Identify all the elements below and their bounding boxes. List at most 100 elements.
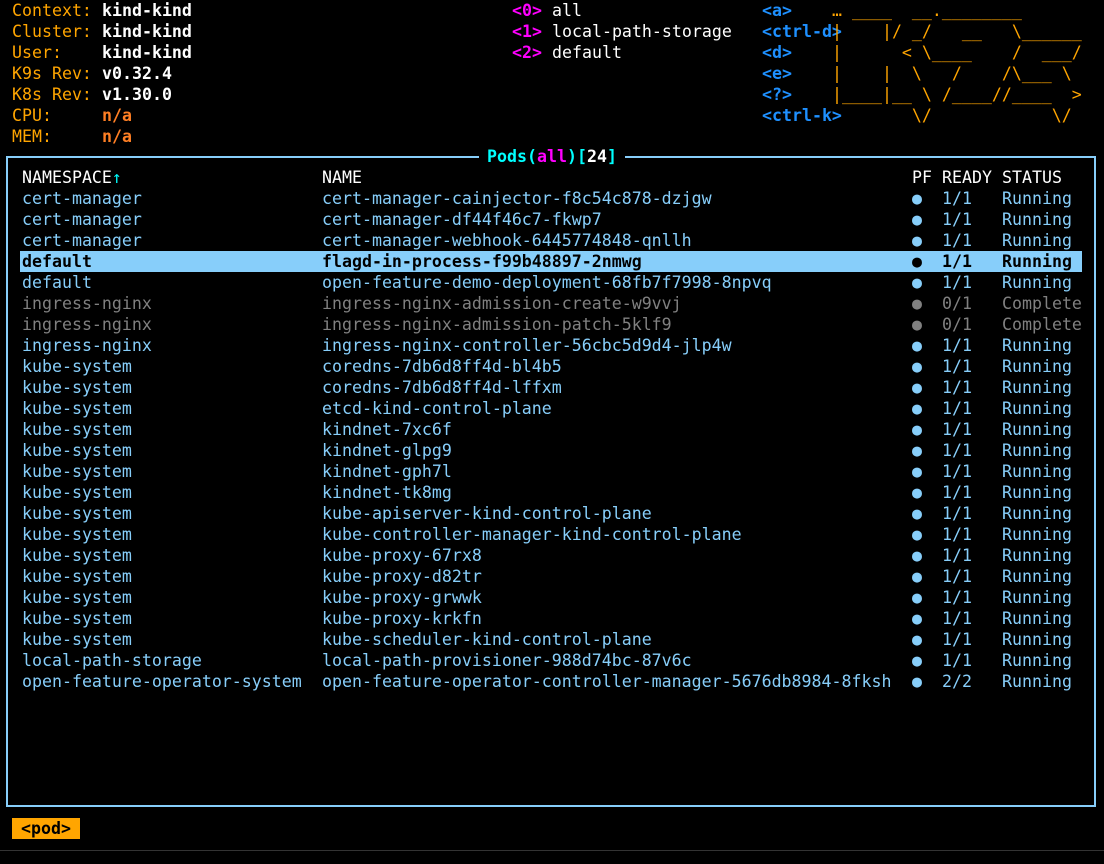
cell-pf: ● <box>912 462 922 481</box>
namespace-item[interactable]: local-path-storage <box>552 22 732 41</box>
table-header: NAMESPACE↑ NAME PF READY STATUS <box>20 167 1082 188</box>
info-value: kind-kind <box>102 43 192 62</box>
table-row[interactable]: ingress-nginx ingress-nginx-admission-cre… <box>20 293 1082 314</box>
table-row[interactable]: kube-system kindnet-glpg9 ● 1/1 Running <box>20 440 1082 461</box>
table-row[interactable]: ingress-nginx ingress-nginx-controller-56… <box>20 335 1082 356</box>
namespace-key[interactable]: <0> <box>512 1 542 20</box>
table-row[interactable]: kube-system kube-proxy-krkfn ● 1/1 Running <box>20 608 1082 629</box>
cell-status: Running <box>1002 357 1072 376</box>
cell-pf: ● <box>912 651 922 670</box>
header-name[interactable]: NAME <box>322 168 362 187</box>
cell-name: flagd-in-process-f99b48897-2nmwg <box>322 252 642 271</box>
table-row[interactable]: kube-system kube-scheduler-kind-control-p… <box>20 629 1082 650</box>
cell-status: Complete <box>1002 315 1082 334</box>
cell-ready: 1/1 <box>942 273 972 292</box>
cell-name: kindnet-tk8mg <box>322 483 452 502</box>
cell-name: kube-proxy-grwwk <box>322 588 482 607</box>
cell-ready: 1/1 <box>942 252 972 271</box>
table-row[interactable]: kube-system kindnet-7xc6f ● 1/1 Running <box>20 419 1082 440</box>
divider <box>0 850 1104 851</box>
hotkey[interactable]: <a> <box>762 1 792 20</box>
hotkey[interactable]: <e> <box>762 64 792 83</box>
cell-status: Running <box>1002 588 1072 607</box>
table-row[interactable]: kube-system etcd-kind-control-plane ● 1/1 Ru… <box>20 398 1082 419</box>
table-row[interactable]: ingress-nginx ingress-nginx-admission-pat… <box>20 314 1082 335</box>
cell-namespace: kube-system <box>22 420 132 439</box>
cell-name: ingress-nginx-controller-56cbc5d9d4-jlp4… <box>322 336 732 355</box>
table-row[interactable]: default open-feature-demo-deployment-68fb… <box>20 272 1082 293</box>
header-namespace[interactable]: NAMESPACE↑ <box>22 168 122 187</box>
cell-name: kindnet-gph7l <box>322 462 452 481</box>
table-row[interactable]: kube-system kindnet-gph7l ● 1/1 Running <box>20 461 1082 482</box>
cell-status: Running <box>1002 399 1072 418</box>
table-row[interactable]: cert-manager cert-manager-cainjector-f8c5… <box>20 188 1082 209</box>
table-row[interactable]: kube-system kindnet-tk8mg ● 1/1 Running <box>20 482 1082 503</box>
table-title: Pods(all)[24] <box>0 146 1104 167</box>
table-row[interactable]: local-path-storage local-path-provisioner… <box>20 650 1082 671</box>
cell-status: Running <box>1002 273 1072 292</box>
cell-status: Running <box>1002 441 1072 460</box>
header-ready[interactable]: READY <box>942 168 992 187</box>
cell-pf: ● <box>912 567 922 586</box>
cell-namespace: cert-manager <box>22 189 142 208</box>
table-row[interactable]: default flagd-in-process-f99b48897-2nmwg ●… <box>20 251 1082 272</box>
logo-line: | |/ _/ __ \______ <box>832 22 1082 41</box>
info-value: v1.30.0 <box>102 85 172 104</box>
cell-namespace: cert-manager <box>22 231 142 250</box>
table-row[interactable]: cert-manager cert-manager-df44f46c7-fkwp7… <box>20 209 1082 230</box>
cell-name: kube-scheduler-kind-control-plane <box>322 630 652 649</box>
cell-status: Complete <box>1002 294 1082 313</box>
cell-ready: 1/1 <box>942 588 972 607</box>
table-row[interactable]: open-feature-operator-system open-feature… <box>20 671 1082 692</box>
table-row[interactable]: cert-manager cert-manager-webhook-6445774… <box>20 230 1082 251</box>
cell-name: cert-manager-df44f46c7-fkwp7 <box>322 210 602 229</box>
namespace-key[interactable]: <1> <box>512 22 542 41</box>
cell-pf: ● <box>912 210 922 229</box>
namespace-key[interactable]: <2> <box>512 43 542 62</box>
cell-status: Running <box>1002 672 1072 691</box>
namespace-item[interactable]: all <box>552 1 582 20</box>
hotkey[interactable]: <ctrl-k> <box>762 106 842 125</box>
table-row[interactable]: kube-system kube-controller-manager-kind-… <box>20 524 1082 545</box>
cell-pf: ● <box>912 525 922 544</box>
cell-status: Running <box>1002 462 1072 481</box>
breadcrumb-pod[interactable]: <pod> <box>12 818 80 839</box>
cell-name: open-feature-demo-deployment-68fb7f7998-… <box>322 273 772 292</box>
cell-pf: ● <box>912 672 922 691</box>
table-row[interactable]: kube-system coredns-7db6d8ff4d-lffxm ● 1/1 R… <box>20 377 1082 398</box>
table-row[interactable]: kube-system coredns-7db6d8ff4d-bl4b5 ● 1/1 R… <box>20 356 1082 377</box>
cell-namespace: default <box>22 252 92 271</box>
cell-ready: 1/1 <box>942 546 972 565</box>
hotkey[interactable]: <ctrl-d> <box>762 22 842 41</box>
cell-namespace: ingress-nginx <box>22 336 152 355</box>
cell-name: kube-controller-manager-kind-control-pla… <box>322 525 742 544</box>
table-row[interactable]: kube-system kube-proxy-67rx8 ● 1/1 Running <box>20 545 1082 566</box>
cell-namespace: kube-system <box>22 609 132 628</box>
cell-status: Running <box>1002 189 1072 208</box>
header-status[interactable]: STATUS <box>1002 168 1062 187</box>
table-row[interactable]: kube-system kube-proxy-d82tr ● 1/1 Running <box>20 566 1082 587</box>
cell-name: cert-manager-cainjector-f8c54c878-dzjgw <box>322 189 712 208</box>
cell-pf: ● <box>912 441 922 460</box>
cell-namespace: cert-manager <box>22 210 142 229</box>
cell-status: Running <box>1002 630 1072 649</box>
hotkey[interactable]: <d> <box>762 43 792 62</box>
hotkey[interactable]: <?> <box>762 85 792 104</box>
cell-namespace: kube-system <box>22 462 132 481</box>
cell-namespace: ingress-nginx <box>22 315 152 334</box>
namespace-item[interactable]: default <box>552 43 622 62</box>
info-label: K9s Rev: <box>12 64 92 83</box>
table-row[interactable]: kube-system kube-apiserver-kind-control-p… <box>20 503 1082 524</box>
cell-status: Running <box>1002 378 1072 397</box>
cell-ready: 0/1 <box>942 294 972 313</box>
cell-namespace: kube-system <box>22 483 132 502</box>
sort-asc-icon: ↑ <box>111 168 122 187</box>
cell-pf: ● <box>912 378 922 397</box>
cell-namespace: kube-system <box>22 378 132 397</box>
header-pf[interactable]: PF <box>912 168 932 187</box>
logo-line: | < \____ / ___/ <box>832 43 1082 62</box>
cell-name: kube-proxy-d82tr <box>322 567 482 586</box>
table-row[interactable]: kube-system kube-proxy-grwwk ● 1/1 Running <box>20 587 1082 608</box>
cell-ready: 1/1 <box>942 189 972 208</box>
cell-ready: 2/2 <box>942 672 972 691</box>
